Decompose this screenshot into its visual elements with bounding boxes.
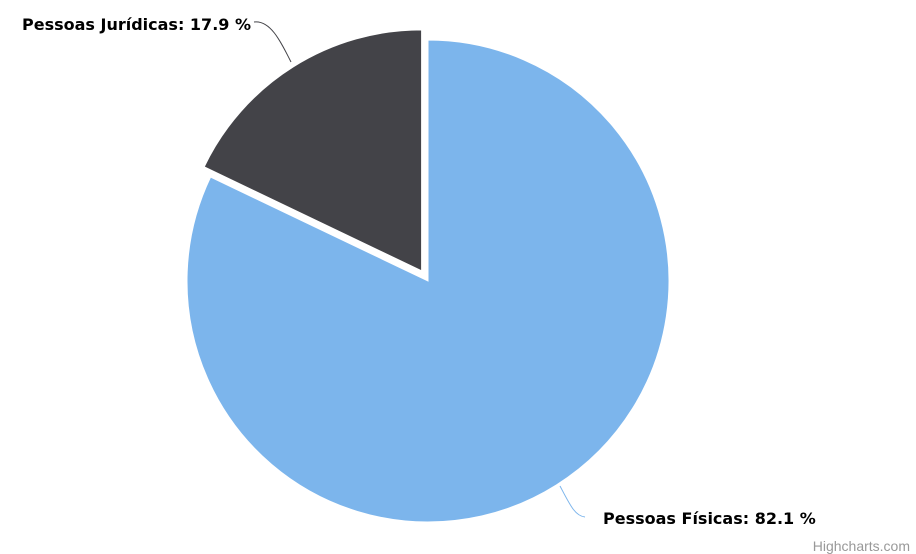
pie-slice-pessoas-juridicas[interactable] (203, 29, 423, 272)
credits-link[interactable]: Highcharts.com (813, 538, 910, 554)
label-connectors (253, 21, 586, 518)
pie-slice-pessoas-fisicas[interactable] (186, 39, 670, 523)
pie-slices (186, 29, 670, 523)
label-connector (253, 21, 292, 63)
data-label: Pessoas Jurídicas: 17.9 % (22, 15, 251, 34)
data-labels: Pessoas Físicas: 82.1 % Pessoas Jurídicas… (22, 15, 816, 528)
data-label: Pessoas Físicas: 82.1 % (603, 509, 816, 528)
label-connector (559, 485, 586, 518)
